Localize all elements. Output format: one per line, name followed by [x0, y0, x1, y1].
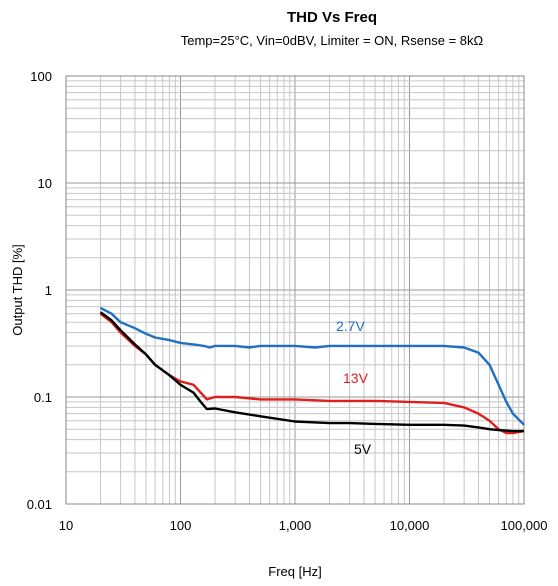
- y-tick-labels: 100 10 1 0.1 0.01: [27, 69, 52, 512]
- series-line-2-7v: [99, 306, 525, 426]
- chart-subtitle: Temp=25°C, Vin=0dBV, Limiter = ON, Rsens…: [181, 33, 484, 48]
- x-tick-label: 1,000: [279, 518, 312, 533]
- chart-title: THD Vs Freq: [287, 9, 377, 26]
- x-tick-label: 10: [59, 518, 73, 533]
- x-tick-labels: 10 100 1,000 10,000 100,000: [59, 518, 548, 533]
- y-tick-label: 0.01: [27, 497, 52, 512]
- series-line-5v: [99, 311, 524, 433]
- x-tick-label: 100: [170, 518, 192, 533]
- y-tick-label: 1: [45, 283, 52, 298]
- series-label-5v: 5V: [354, 441, 372, 457]
- series-label-2-7v: 2.7V: [336, 318, 365, 334]
- x-axis-label: Freq [Hz]: [268, 564, 321, 579]
- plot-area: [65, 75, 525, 505]
- series-lines: [99, 306, 525, 435]
- y-axis-label: Output THD [%]: [10, 244, 25, 336]
- y-tick-label: 10: [38, 176, 52, 191]
- x-tick-label: 100,000: [501, 518, 548, 533]
- series-line-13v: [99, 312, 525, 435]
- y-tick-label: 0.1: [34, 390, 52, 405]
- series-label-13v: 13V: [343, 370, 369, 386]
- grid: [66, 76, 524, 504]
- x-tick-label: 10,000: [390, 518, 430, 533]
- y-tick-label: 100: [30, 69, 52, 84]
